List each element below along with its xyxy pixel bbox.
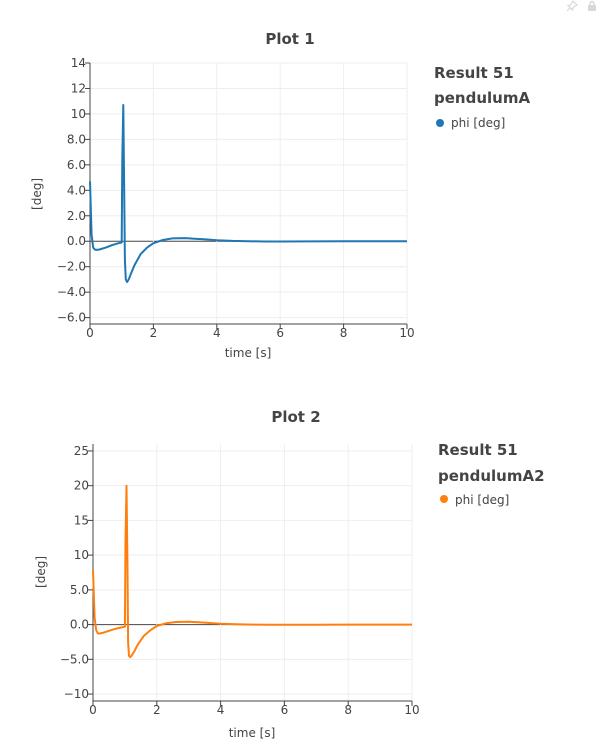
plot-2-legend-marker [440, 495, 448, 503]
plot-1-ytick-label: 12 [71, 81, 86, 95]
plot-1-xtick-label: 4 [213, 326, 221, 340]
plot-2-ytick-label: 15 [74, 513, 89, 527]
plot-1-ytick-label: 14 [71, 56, 86, 70]
plot-2-xtick-label: 0 [89, 703, 97, 717]
plot-2-xticks: 0 2 4 6 8 10 [89, 701, 420, 717]
plot-2-series-line [92, 484, 412, 659]
lock-icon[interactable] [586, 0, 598, 12]
plot-2-grid [93, 444, 413, 701]
plot-1-ytick-label: 8.0 [67, 132, 86, 146]
plot-2-xtick-label: 10 [404, 703, 419, 717]
plot-1-ytick-label: 10 [71, 107, 86, 121]
pin-icon[interactable] [566, 0, 578, 12]
plot-2-ytick-label: 25 [74, 444, 89, 458]
plot-2-ytick-label: −10 [64, 687, 89, 701]
plot-1-ytick-label: 4.0 [67, 183, 86, 197]
plot-1-ytick-label: −2.0 [57, 260, 86, 274]
plot-2-axes [92, 444, 412, 702]
plot-2-legend[interactable]: Result 51 pendulumA2 phi [deg] [438, 441, 545, 507]
plot-1-legend-item: phi [deg] [451, 116, 505, 130]
plot-2: Plot 2 −10 −5.0 0.0 5.0 10 15 20 25 0 2 4 6 8 10 tim… [34, 408, 545, 740]
plot-1-legend-title-line2: pendulumA [434, 89, 530, 107]
plot-2-xtick-label: 4 [217, 703, 225, 717]
plot-1-ytick-label: 6.0 [67, 158, 86, 172]
plot-2-ytick-label: −5.0 [60, 652, 89, 666]
plot-2-title: Plot 2 [271, 408, 320, 426]
plot-2-legend-title-line2: pendulumA2 [438, 467, 545, 485]
plot-2-ytick-label: 0.0 [70, 618, 89, 632]
plot-1-xlabel: time [s] [225, 346, 272, 360]
plot-2-ytick-label: 20 [74, 479, 89, 493]
plot-2-yticks: −10 −5.0 0.0 5.0 10 15 20 25 [60, 444, 93, 701]
plot-1-ytick-label: 2.0 [67, 209, 86, 223]
plot-2-legend-title-line1: Result 51 [438, 441, 518, 459]
plot-1-series-line [89, 104, 407, 283]
plot-1-xtick-label: 10 [399, 326, 414, 340]
plot-2-ytick-label: 5.0 [70, 583, 89, 597]
plot-1-ylabel: [deg] [30, 178, 44, 210]
plot-1-title: Plot 1 [265, 30, 314, 48]
plot-1-ytick-label: 0.0 [67, 234, 86, 248]
plot-1-ytick-label: −4.0 [57, 285, 86, 299]
plot-1-grid [90, 62, 408, 324]
modebar [566, 0, 598, 12]
plot-2-xtick-label: 6 [281, 703, 289, 717]
plot-1-legend-title-line1: Result 51 [434, 64, 514, 82]
plot-1-axes [89, 63, 407, 325]
plot-1-xtick-label: 0 [86, 326, 94, 340]
plot-1-legend-marker [436, 119, 444, 127]
plot-2-legend-item: phi [deg] [455, 493, 509, 507]
plot-2-xlabel: time [s] [229, 726, 276, 740]
plot-1-xticks: 0 2 4 6 8 10 [86, 324, 415, 340]
plot-1-xtick-label: 8 [340, 326, 348, 340]
plot-2-xtick-label: 2 [153, 703, 161, 717]
plot-1-xtick-label: 2 [150, 326, 158, 340]
plot-1-yticks: −6.0 −4.0 −2.0 0.0 2.0 4.0 6.0 8.0 10 12 14 [57, 56, 90, 325]
plot-2-ytick-label: 10 [74, 548, 89, 562]
plot-1: Plot 1 −6.0 −4.0 −2.0 0.0 2.0 4.0 6.0 8.0 10 12 14… [30, 30, 530, 360]
plot-1-legend[interactable]: Result 51 pendulumA phi [deg] [434, 64, 530, 130]
plot-2-xtick-label: 8 [344, 703, 352, 717]
plot-2-ylabel: [deg] [34, 556, 48, 588]
plot-1-xtick-label: 6 [276, 326, 284, 340]
plot-1-ytick-label: −6.0 [57, 311, 86, 325]
plot-toolbar [0, 0, 602, 18]
